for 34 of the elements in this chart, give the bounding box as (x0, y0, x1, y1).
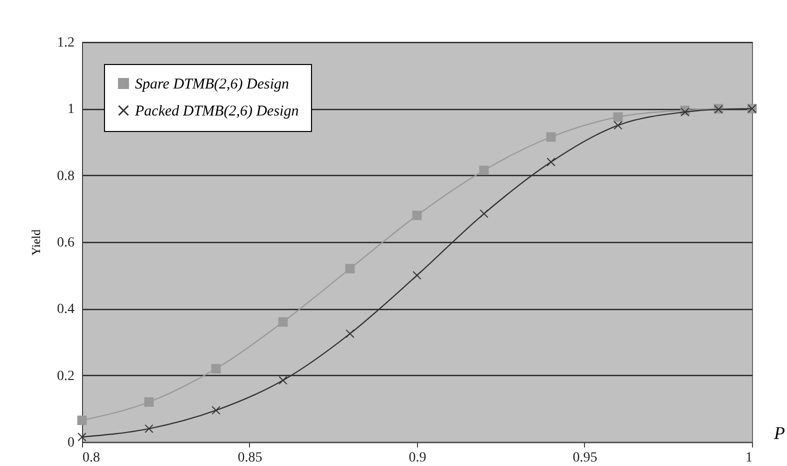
point (278, 317, 288, 327)
point (546, 158, 556, 166)
legend-label: Spare DTMB(2,6) Design (135, 76, 290, 92)
point (546, 132, 556, 142)
point (412, 210, 422, 220)
y-tick-label: 1 (68, 102, 74, 118)
point (345, 264, 355, 274)
point (346, 329, 354, 338)
y-tick-label: 0.6 (57, 236, 74, 250)
point (144, 424, 154, 434)
x-tick-label: 1 (746, 450, 752, 466)
point (480, 209, 488, 218)
y-tick-label: 0 (68, 436, 74, 450)
x-tick-label: 0.9 (408, 450, 426, 466)
y-tick-label: 0.4 (57, 302, 74, 318)
x-axis-title: P (773, 423, 785, 443)
x-tick-label: 0.8 (82, 450, 100, 466)
point (412, 270, 422, 280)
point (613, 112, 623, 122)
y-tick-label: 0.8 (57, 168, 74, 184)
x-tick-label: 0.95 (572, 450, 598, 466)
point (614, 120, 622, 130)
point (211, 364, 221, 374)
x-tick-label: 0.85 (238, 450, 262, 466)
legend-label: Packed DTMB(2,6) Design (134, 104, 299, 120)
point (144, 397, 154, 407)
point (78, 432, 86, 442)
point (479, 166, 489, 176)
point (278, 376, 288, 385)
y-tick-label: 1.2 (57, 36, 74, 50)
point (77, 416, 87, 426)
y-axis-title: Yield (29, 230, 43, 256)
y-tick-label: 0.2 (57, 368, 74, 384)
point (212, 406, 220, 415)
